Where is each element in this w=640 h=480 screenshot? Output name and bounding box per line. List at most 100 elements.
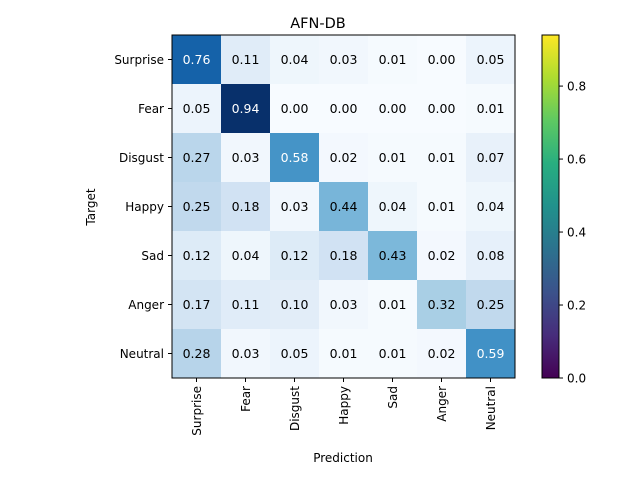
heatmap-cell: [270, 84, 320, 134]
y-axis-label: Target: [84, 188, 98, 226]
cell-value-label: 0.12: [281, 248, 309, 263]
x-tick-label: Neutral: [484, 386, 498, 430]
cell-value-label: 0.03: [232, 150, 260, 165]
cell-value-label: 0.25: [183, 199, 211, 214]
heatmap-cell: [319, 329, 369, 379]
cell-value-label: 0.01: [477, 101, 505, 116]
heatmap-cell: [417, 35, 467, 85]
heatmap-cell: [368, 280, 418, 330]
colorbar-ticks: 0.0 0.2 0.4 0.6 0.8: [559, 80, 586, 386]
heatmap-cell: [466, 329, 516, 379]
y-tick-label: Disgust: [119, 151, 164, 165]
heatmap-cell: [172, 35, 222, 85]
x-axis-ticks: Surprise Fear Disgust Happy Sad Anger Neutral: [190, 378, 498, 436]
heatmap-cell: [466, 35, 516, 85]
heatmap-cell: [417, 231, 467, 281]
x-tick-label: Disgust: [288, 386, 302, 431]
cell-value-label: 0.59: [477, 346, 505, 361]
cell-value-label: 0.01: [428, 150, 456, 165]
cell-value-label: 0.01: [379, 150, 407, 165]
heatmap-cell: [270, 329, 320, 379]
cell-value-label: 0.12: [183, 248, 211, 263]
colorbar-tick-label: 0.8: [567, 80, 586, 94]
cell-value-label: 0.17: [183, 297, 211, 312]
heatmap-cell: [270, 182, 320, 232]
cell-value-label: 0.10: [281, 297, 309, 312]
cell-value-label: 0.32: [428, 297, 456, 312]
cell-value-label: 0.04: [379, 199, 407, 214]
heatmap-cell: [221, 329, 271, 379]
heatmap-cell: [417, 182, 467, 232]
heatmap-cell: [172, 280, 222, 330]
cell-value-label: 0.08: [477, 248, 505, 263]
cell-value-label: 0.01: [379, 52, 407, 67]
heatmap-cell: [466, 133, 516, 183]
x-tick-label: Surprise: [190, 386, 204, 436]
heatmap-cell: [172, 133, 222, 183]
heatmap-cell: [270, 35, 320, 85]
cell-value-label: 0.01: [379, 297, 407, 312]
heatmap-cell: [270, 280, 320, 330]
heatmap-cell: [368, 231, 418, 281]
y-tick-label: Happy: [125, 200, 164, 214]
cell-value-label: 0.28: [183, 346, 211, 361]
colorbar-tick-label: 0.6: [567, 153, 586, 167]
heatmap-cell: [319, 35, 369, 85]
colorbar-tick-label: 0.0: [567, 372, 586, 386]
heatmap-cell: [221, 280, 271, 330]
heatmap-cell: [221, 35, 271, 85]
x-tick-label: Happy: [337, 386, 351, 425]
heatmap-cell: [417, 280, 467, 330]
cell-value-label: 0.03: [330, 52, 358, 67]
y-tick-label: Surprise: [114, 53, 164, 67]
heatmap-cell: [221, 182, 271, 232]
cell-value-label: 0.58: [281, 150, 309, 165]
colorbar-tick-label: 0.4: [567, 226, 586, 240]
cell-value-label: 0.25: [477, 297, 505, 312]
x-axis-label: Prediction: [313, 451, 373, 465]
cell-value-label: 0.04: [477, 199, 505, 214]
heatmap-cell: [417, 329, 467, 379]
cell-value-label: 0.11: [232, 52, 260, 67]
heatmap-cell: [417, 133, 467, 183]
cell-value-label: 0.00: [330, 101, 358, 116]
cell-value-label: 0.00: [379, 101, 407, 116]
heatmap-cell: [368, 35, 418, 85]
cell-value-label: 0.05: [477, 52, 505, 67]
y-tick-label: Sad: [141, 249, 164, 263]
heatmap-cell: [172, 231, 222, 281]
cell-value-label: 0.07: [477, 150, 505, 165]
cell-value-label: 0.03: [281, 199, 309, 214]
y-tick-label: Fear: [138, 102, 164, 116]
heatmap-cell: [368, 329, 418, 379]
cell-value-label: 0.02: [330, 150, 358, 165]
cell-value-label: 0.05: [281, 346, 309, 361]
cell-value-label: 0.43: [379, 248, 407, 263]
cell-value-label: 0.27: [183, 150, 211, 165]
heatmap-cell: [466, 84, 516, 134]
heatmap-cell: [221, 231, 271, 281]
cell-value-label: 0.03: [330, 297, 358, 312]
cell-value-label: 0.01: [379, 346, 407, 361]
heatmap-value-labels: 0.76 0.11 0.04 0.03 0.01 0.00 0.05 0.05 0.94 0.00…: [183, 52, 505, 361]
cell-value-label: 0.00: [281, 101, 309, 116]
heatmap-cell: [466, 280, 516, 330]
y-tick-label: Anger: [128, 298, 164, 312]
heatmap-cell: [270, 133, 320, 183]
y-tick-label: Neutral: [120, 347, 164, 361]
cell-value-label: 0.01: [428, 199, 456, 214]
heatmap-cell: [368, 182, 418, 232]
heatmap-cell: [172, 182, 222, 232]
cell-value-label: 0.03: [232, 346, 260, 361]
heatmap-cell: [466, 182, 516, 232]
heatmap-cell: [270, 231, 320, 281]
x-tick-label: Anger: [435, 386, 449, 422]
heatmap-cell: [368, 84, 418, 134]
heatmap-cell: [319, 84, 369, 134]
cell-value-label: 0.02: [428, 248, 456, 263]
y-axis-ticks: Surprise Fear Disgust Happy Sad Anger Neutral: [114, 53, 172, 361]
cell-value-label: 0.02: [428, 346, 456, 361]
heatmap-cell: [221, 84, 271, 134]
cell-value-label: 0.94: [232, 101, 260, 116]
